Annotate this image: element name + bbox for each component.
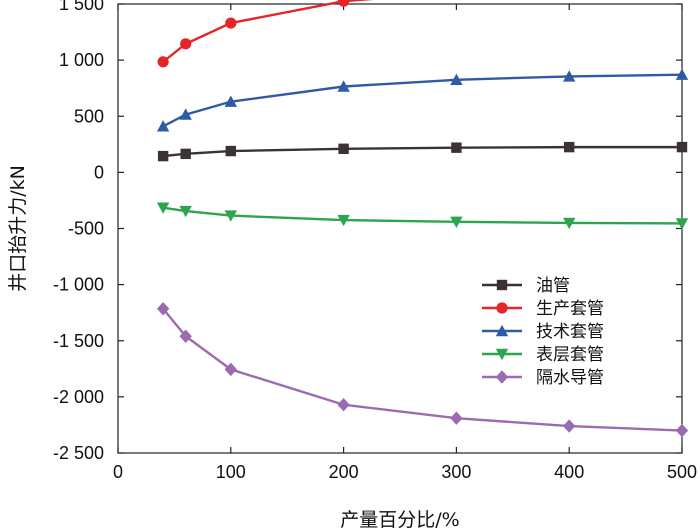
data-point <box>450 73 463 85</box>
x-tick-label: 200 <box>329 462 359 482</box>
data-point <box>157 56 169 68</box>
y-tick-label: -1 500 <box>53 331 104 351</box>
x-axis-label: 产量百分比/% <box>340 509 459 531</box>
legend-marker <box>495 370 509 384</box>
data-point <box>337 80 350 92</box>
data-point <box>179 205 192 218</box>
legend-label: 隔水导管 <box>536 368 604 388</box>
legend-label: 技术套管 <box>536 322 604 342</box>
y-axis-label: 井口抬升力/kN <box>7 165 29 292</box>
series-group <box>156 0 689 438</box>
data-point <box>338 0 350 7</box>
data-point <box>180 148 191 160</box>
series-4 <box>156 202 689 230</box>
data-point <box>563 217 576 230</box>
legend-item-3: 技术套管 <box>482 322 604 342</box>
legend-marker <box>495 324 509 337</box>
data-point <box>676 141 688 153</box>
data-point <box>224 362 237 377</box>
series-5 <box>156 302 689 438</box>
axes-group: 0 100 200 300 400 500 -2 500 -2 000 -1 500 -1 000… <box>53 0 697 482</box>
y-tick-label: 1 500 <box>59 0 104 14</box>
series-line <box>162 206 683 225</box>
data-point <box>157 150 169 162</box>
data-point <box>225 17 237 29</box>
y-tick-label: -2 000 <box>53 387 104 407</box>
x-tick-label: 300 <box>441 462 471 482</box>
series-line <box>162 307 683 432</box>
series-3 <box>156 68 689 132</box>
x-tick-label: 100 <box>216 462 246 482</box>
data-point <box>564 141 575 153</box>
y-tick-label: -1 000 <box>53 275 104 295</box>
y-tick-label: 0 <box>94 162 104 182</box>
data-point <box>224 95 237 107</box>
legend-marker <box>496 279 508 291</box>
data-point <box>225 145 236 157</box>
data-point <box>563 70 576 82</box>
x-tick-label: 400 <box>554 462 584 482</box>
y-tick-label: 1 000 <box>59 50 104 70</box>
data-point <box>156 202 170 214</box>
data-point <box>675 218 689 230</box>
data-point <box>224 210 237 222</box>
series-1 <box>157 141 688 162</box>
y-tick-label: -500 <box>68 219 104 239</box>
data-point <box>156 120 170 132</box>
data-point <box>179 329 192 343</box>
series-2 <box>157 0 374 68</box>
series-line <box>162 0 374 63</box>
data-point <box>337 398 350 412</box>
data-point <box>179 108 192 120</box>
series-line <box>162 73 683 128</box>
data-point <box>180 38 192 50</box>
legend-label: 油管 <box>536 276 570 296</box>
legend-item-2: 生产套管 <box>482 299 604 319</box>
x-tick-label: 0 <box>113 462 123 482</box>
data-point <box>450 411 463 425</box>
data-point <box>675 68 689 80</box>
legend-marker <box>495 348 509 361</box>
data-point <box>451 142 462 153</box>
data-point <box>450 216 463 228</box>
legend-item-1: 油管 <box>482 276 570 296</box>
y-tick-label: 500 <box>74 106 104 126</box>
data-point <box>675 423 689 438</box>
legend-item-4: 表层套管 <box>482 345 604 365</box>
data-point <box>156 302 170 316</box>
legend-label: 生产套管 <box>536 299 604 319</box>
series-line <box>163 145 682 158</box>
x-tick-label: 500 <box>667 462 697 482</box>
legend-label: 表层套管 <box>536 345 604 365</box>
y-tick-label: -2 500 <box>53 443 104 463</box>
data-point <box>338 143 349 155</box>
data-point <box>337 214 350 227</box>
data-point <box>563 419 576 433</box>
legend-marker <box>496 302 508 314</box>
legend-item-5: 隔水导管 <box>482 368 604 388</box>
